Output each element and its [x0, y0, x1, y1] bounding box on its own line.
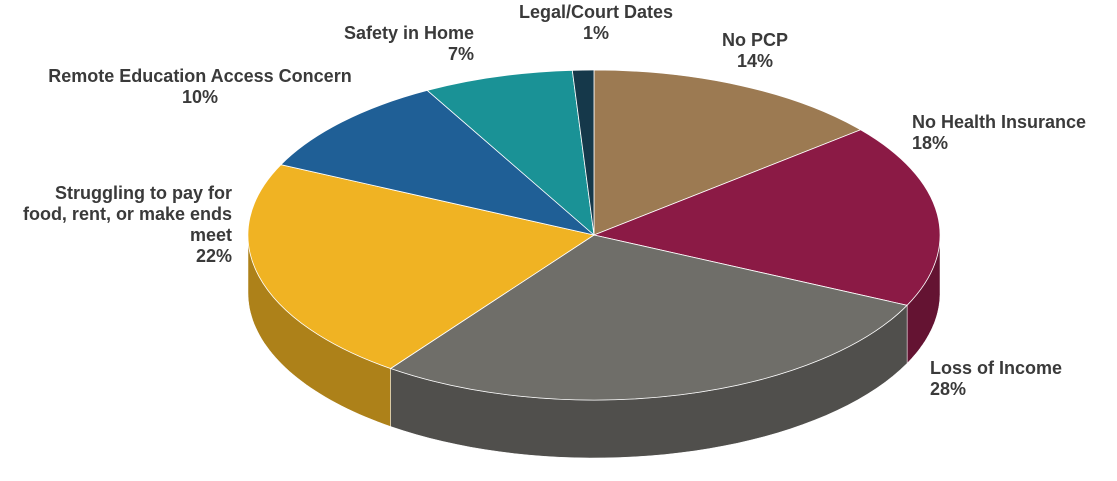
slice — [593, 69, 862, 236]
slice — [280, 89, 595, 236]
slice-label: Legal/Court Dates 1% — [480, 2, 712, 44]
value-label: 28% — [930, 379, 967, 399]
slice-label: Remote Education Access Concern 10% — [20, 66, 380, 108]
category-name: Loss of Income — [930, 358, 1063, 378]
slice-label: Struggling to pay for food, rent, or mak… — [20, 183, 232, 267]
slice — [592, 129, 941, 306]
value-label: 1% — [582, 23, 609, 43]
slice — [571, 69, 595, 236]
slice-label: No PCP 14% — [695, 30, 815, 72]
category-name: No PCP — [721, 30, 788, 50]
slice — [426, 69, 595, 236]
slice-label: No Health Insurance 18% — [912, 112, 1117, 154]
category-name: Legal/Court Dates — [518, 2, 674, 22]
value-label: 18% — [912, 133, 949, 153]
slice-label: Safety in Home 7% — [300, 23, 474, 65]
value-label: 7% — [447, 44, 474, 64]
category-name: No Health Insurance — [912, 112, 1087, 132]
category-name: Remote Education Access Concern — [48, 66, 352, 86]
category-name: Safety in Home — [343, 23, 474, 43]
slice-label: Loss of Income 28% — [930, 358, 1110, 400]
slice — [389, 234, 908, 401]
category-name: Struggling to pay for food, rent, or mak… — [22, 183, 232, 245]
value-label: 10% — [181, 87, 219, 107]
value-label: 22% — [195, 246, 232, 266]
value-label: 14% — [736, 51, 774, 71]
